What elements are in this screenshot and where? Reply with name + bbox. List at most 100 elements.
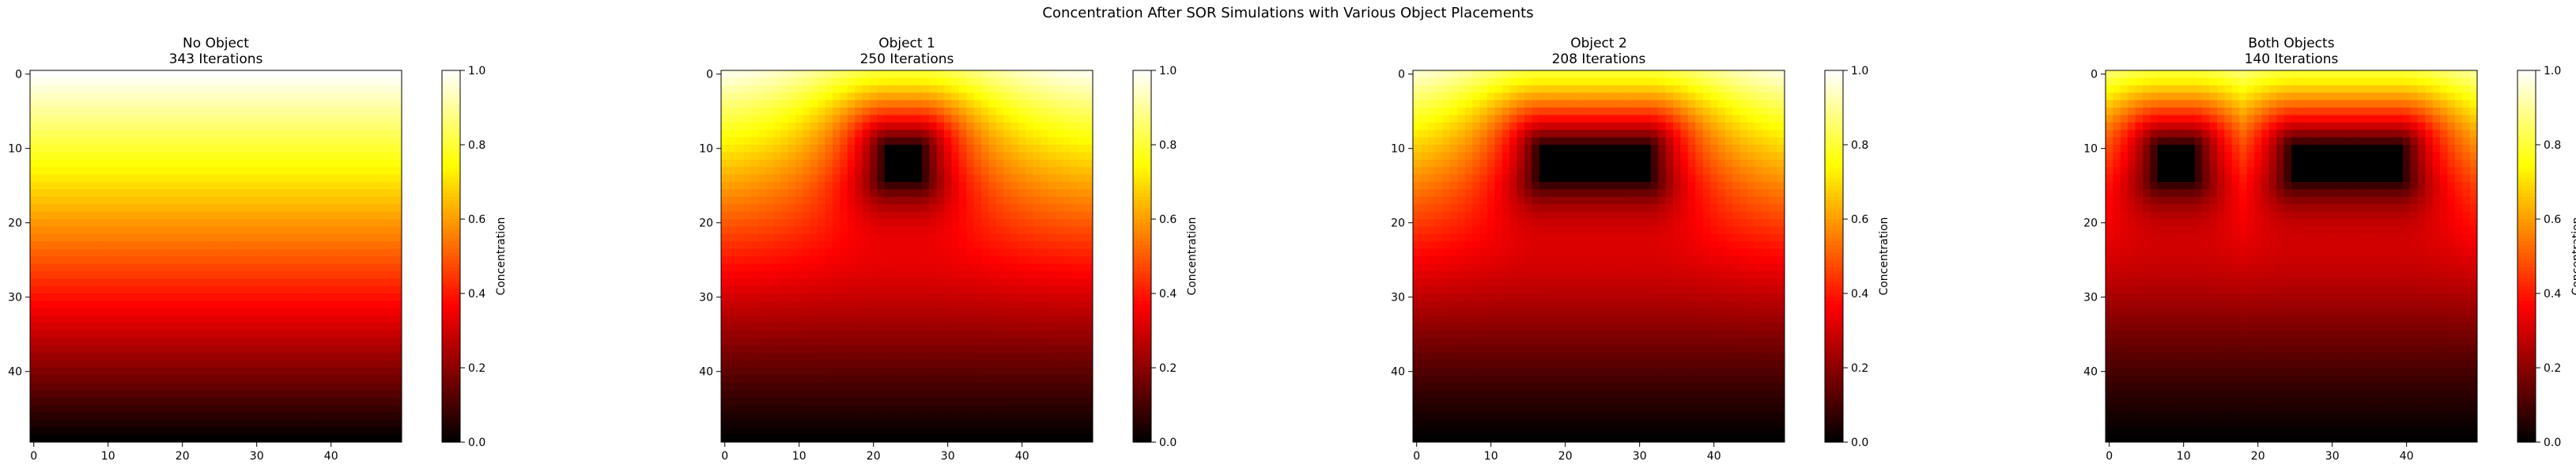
heatmap-cell: [334, 270, 343, 279]
heatmap-cell: [342, 100, 350, 108]
heatmap-cell: [74, 375, 83, 384]
heatmap-cell: [743, 219, 752, 227]
heatmap-cell: [907, 196, 915, 205]
heatmap-cell: [825, 382, 833, 391]
heatmap-cell: [357, 434, 365, 443]
heatmap-cell: [372, 338, 380, 346]
heatmap-cell: [179, 427, 187, 436]
heatmap-cell: [810, 278, 818, 287]
heatmap-cell: [743, 182, 752, 190]
heatmap-cell: [52, 130, 61, 138]
heatmap-cell: [772, 338, 781, 346]
heatmap-cell: [327, 316, 335, 324]
heatmap-cell: [973, 360, 982, 369]
heatmap-cell: [818, 241, 826, 250]
heatmap-cell: [134, 167, 142, 176]
heatmap-cell: [721, 382, 729, 391]
heatmap-cell: [379, 100, 387, 108]
heatmap-cell: [847, 108, 856, 115]
heatmap-cell: [179, 270, 187, 279]
heatmap-cell: [958, 390, 967, 399]
heatmap-cell: [89, 405, 98, 413]
heatmap-cell: [899, 130, 908, 138]
heatmap-cell: [142, 263, 149, 272]
heatmap-cell: [1033, 270, 1041, 279]
heatmap-cell: [944, 196, 952, 205]
heatmap-cell: [892, 360, 901, 369]
heatmap-cell: [772, 390, 781, 399]
heatmap-cell: [238, 368, 247, 376]
heatmap-cell: [1085, 211, 1093, 220]
heatmap-cell: [877, 390, 886, 399]
heatmap-cell: [260, 196, 269, 205]
heatmap-cell: [818, 353, 826, 361]
heatmap-cell: [260, 286, 269, 294]
heatmap-cell: [319, 270, 328, 279]
heatmap-cell: [1056, 241, 1063, 250]
heatmap-cell: [44, 331, 53, 339]
heatmap-cell: [795, 286, 803, 294]
heatmap-cell: [1078, 286, 1086, 294]
heatmap-cell: [327, 204, 335, 213]
heatmap-cell: [1056, 196, 1063, 205]
heatmap-cell: [164, 345, 172, 354]
colorbar-segment: [442, 375, 460, 380]
heatmap-cell: [275, 263, 284, 272]
heatmap-cell: [1003, 159, 1012, 168]
heatmap-cell: [1063, 368, 1071, 376]
heatmap-cell: [750, 167, 759, 176]
heatmap-cell: [907, 331, 915, 339]
colorbar-segment: [442, 301, 460, 305]
heatmap-cell: [870, 122, 878, 130]
heatmap-cell: [230, 434, 239, 443]
heatmap-cell: [884, 108, 893, 115]
heatmap-cell: [44, 211, 53, 220]
heatmap-cell: [780, 286, 789, 294]
heatmap-cell: [780, 316, 789, 324]
heatmap-cell: [958, 219, 967, 227]
heatmap-cell: [142, 301, 149, 309]
heatmap-cell: [1003, 130, 1012, 138]
heatmap-cell: [1003, 152, 1012, 161]
heatmap-cell: [372, 137, 380, 146]
heatmap-cell: [907, 286, 915, 294]
heatmap-cell: [862, 85, 871, 93]
heatmap-cell: [253, 174, 261, 183]
heatmap-cell: [847, 70, 856, 78]
heatmap-cell: [765, 167, 774, 176]
heatmap-cell: [334, 233, 343, 242]
heatmap-cell: [349, 108, 358, 115]
heatmap-cell: [253, 196, 261, 205]
heatmap-cell: [267, 397, 276, 406]
heatmap-cell: [1025, 301, 1034, 309]
heatmap-cell: [728, 167, 737, 176]
heatmap-cell: [37, 189, 46, 198]
heatmap-cell: [1063, 412, 1071, 421]
heatmap-cell: [958, 167, 967, 176]
heatmap-cell: [929, 368, 938, 376]
heatmap-cell: [119, 70, 127, 78]
heatmap-cell: [765, 122, 774, 130]
heatmap-cell: [855, 405, 863, 413]
heatmap-cell: [30, 390, 38, 399]
heatmap-cell: [290, 85, 298, 93]
heatmap-cell: [387, 293, 395, 301]
heatmap-cell: [914, 108, 923, 115]
heatmap-cell: [1056, 211, 1063, 220]
heatmap-cell: [74, 412, 83, 421]
heatmap-cell: [81, 263, 90, 272]
heatmap-cell: [171, 353, 179, 361]
heatmap-cell: [743, 226, 752, 235]
heatmap-cell: [111, 353, 120, 361]
heatmap-cell: [216, 382, 224, 391]
heatmap-cell: [914, 331, 923, 339]
heatmap-cell: [1048, 248, 1056, 257]
heatmap-cell: [357, 108, 365, 115]
heatmap-cell: [379, 353, 387, 361]
heatmap-cell: [995, 286, 1004, 294]
heatmap-cell: [267, 78, 276, 86]
heatmap-cell: [127, 145, 135, 153]
heatmap-cell: [275, 338, 284, 346]
heatmap-cell: [253, 301, 261, 309]
heatmap-cell: [96, 108, 105, 115]
